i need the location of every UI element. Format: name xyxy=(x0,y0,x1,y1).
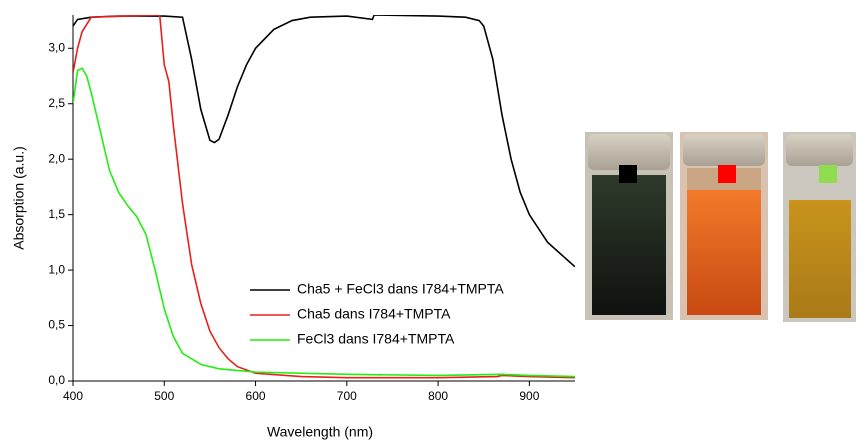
series-line xyxy=(73,15,575,379)
y-tick-label: 2,5 xyxy=(48,96,65,110)
x-tick-label: 600 xyxy=(246,389,266,403)
photo-vials xyxy=(585,132,856,322)
x-tick-label: 700 xyxy=(337,389,357,403)
legend-label: Cha5 dans I784+TMPTA xyxy=(297,306,451,322)
y-tick-label: 2,0 xyxy=(48,151,65,165)
series-line xyxy=(73,67,575,378)
y-axis-label: Absorption (a.u.) xyxy=(11,146,27,250)
x-tick-label: 500 xyxy=(154,389,174,403)
x-tick-label: 400 xyxy=(63,389,83,403)
y-tick-label: 1,0 xyxy=(48,262,65,276)
y-tick-label: 3,0 xyxy=(48,40,65,54)
plot-lines xyxy=(73,15,575,379)
x-axis-label: Wavelength (nm) xyxy=(267,424,373,440)
x-tick-label: 900 xyxy=(519,389,539,403)
y-tick-label: 0,5 xyxy=(48,318,65,332)
y-tick-label: 0,0 xyxy=(48,373,65,387)
legend-label: FeCl3 dans I784+TMPTA xyxy=(297,331,455,347)
y-tick-label: 1,5 xyxy=(48,207,65,221)
series-line xyxy=(73,15,575,268)
legend-label: Cha5 + FeCl3 dans I784+TMPTA xyxy=(297,281,504,297)
x-tick-label: 800 xyxy=(428,389,448,403)
